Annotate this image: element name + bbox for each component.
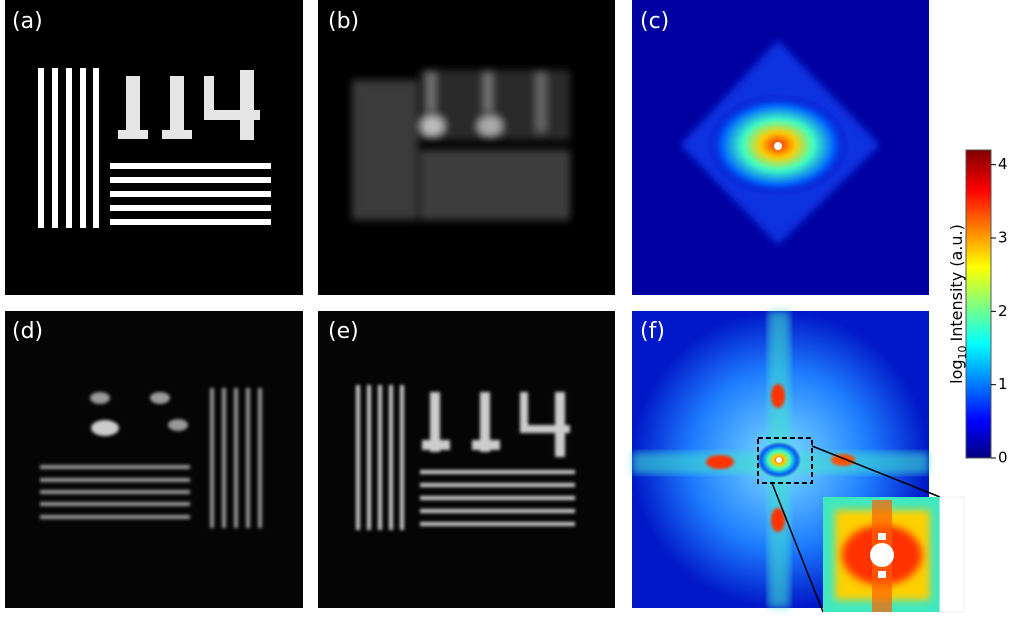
label-sub: 10	[956, 345, 969, 359]
tick-label: 3	[998, 229, 1008, 247]
panel-c: (c)	[632, 0, 929, 295]
panel-label: (b)	[328, 9, 359, 34]
label-part: Intensity (a.u.)	[947, 224, 966, 341]
label-part: log	[947, 359, 966, 383]
panel-b: (b)	[318, 0, 615, 295]
inset	[823, 496, 965, 613]
panel-label: (c)	[640, 9, 669, 34]
tick-label: 4	[998, 155, 1008, 173]
panel-label: (a)	[12, 9, 43, 34]
panel-label: (f)	[640, 319, 665, 344]
tick-label: 0	[998, 449, 1008, 467]
tick-label: 1	[998, 375, 1008, 393]
colorbar: log10 Intensity (a.u.) 0 1 2 3 4	[947, 149, 1008, 467]
panel-a: (a)	[5, 0, 303, 295]
tick-label: 2	[998, 302, 1008, 320]
panel-d: (d)	[5, 311, 303, 608]
colorbar-label: log10 Intensity (a.u.)	[947, 224, 969, 384]
panel-e: (e)	[318, 311, 615, 608]
panel-label: (e)	[328, 319, 359, 344]
panel-f: (f)	[632, 311, 965, 613]
panel-label: (d)	[12, 319, 43, 344]
